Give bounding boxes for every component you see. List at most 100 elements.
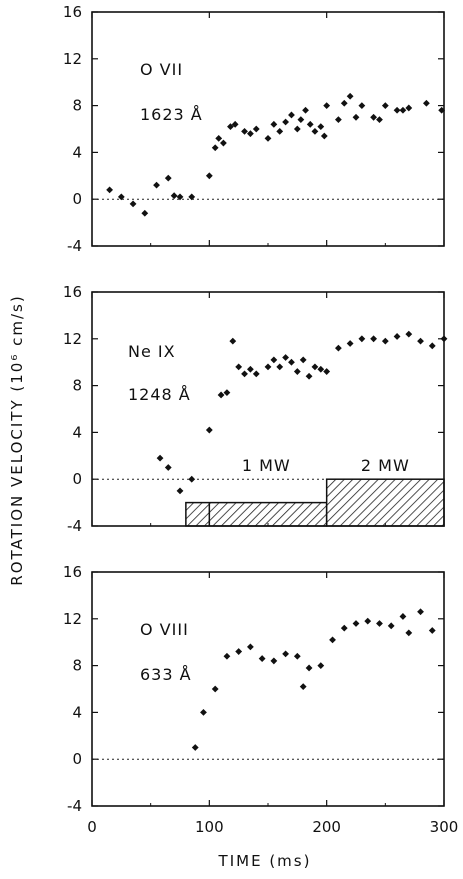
data-point [346, 340, 354, 347]
data-point [241, 127, 248, 135]
data-point [264, 134, 272, 142]
chart-panels: 16 12 8 4 0 -4 O VII 1623 Å 1 MW 2 MW 16 12 8 4 0 -4 Ne … [63, 3, 458, 836]
y-tick-label: 8 [72, 97, 82, 115]
data-point [288, 358, 295, 366]
data-point [293, 125, 301, 133]
y-axis-title: ROTATION VELOCITY (10⁶ cm/s) [8, 294, 26, 585]
data-point [299, 683, 307, 691]
y-tick-label: 8 [72, 377, 82, 395]
y-tick-label: 12 [63, 330, 82, 348]
x-tick-label: 200 [312, 818, 341, 836]
data-point [317, 123, 325, 131]
wavelength-label: 1248 Å [128, 385, 191, 404]
data-point [247, 643, 254, 651]
data-point [335, 116, 342, 124]
data-point [393, 106, 401, 114]
data-point [176, 487, 184, 495]
ion-label: Ne IX [128, 342, 176, 361]
data-point [305, 372, 313, 380]
heating-label-2: 2 MW [361, 456, 410, 475]
y-tick-label: -4 [67, 517, 82, 535]
data-point [264, 363, 272, 371]
data-point [235, 648, 243, 655]
x-tick-label: 0 [87, 818, 97, 836]
y-tick-label: 4 [72, 703, 82, 721]
data-point [329, 636, 336, 644]
panel-frame [91, 571, 445, 807]
data-point [417, 337, 424, 345]
data-point [306, 120, 314, 128]
data-point [217, 391, 225, 399]
x-tick-label: 300 [430, 818, 459, 836]
data-point [191, 744, 199, 751]
data-point [405, 104, 413, 112]
data-point [141, 209, 149, 217]
data-point [440, 335, 448, 343]
data-point [129, 200, 137, 208]
data-point [282, 118, 289, 126]
data-point [405, 330, 413, 338]
data-point [211, 685, 219, 693]
data-point [223, 389, 231, 397]
data-point [153, 181, 160, 189]
data-point [176, 193, 184, 201]
data-point [428, 342, 436, 350]
data-point [335, 344, 342, 352]
data-point [370, 335, 377, 343]
data-point [270, 356, 278, 364]
y-tick-label: 0 [72, 470, 82, 488]
data-point [282, 650, 289, 658]
y-tick-label: -4 [67, 237, 82, 255]
data-point [229, 337, 237, 345]
panel-3: 16 12 8 4 0 -4 0 100 200 300 O VIII 633 Å [63, 563, 458, 836]
data-point [270, 120, 278, 128]
data-point [164, 464, 172, 471]
panel-2: 1 MW 2 MW 16 12 8 4 0 -4 Ne IX 1248 Å [63, 283, 448, 535]
data-point [340, 624, 348, 632]
heating-bar-1 [185, 501, 328, 527]
y-tick-label: 16 [63, 283, 82, 301]
data-point [376, 116, 383, 124]
data-point [156, 454, 164, 462]
data-point [376, 620, 383, 627]
data-point [364, 617, 372, 625]
data-point [311, 363, 319, 371]
data-point [305, 664, 313, 672]
data-point [317, 365, 325, 373]
data-point [323, 368, 331, 375]
data-point [302, 106, 309, 114]
data-point [405, 629, 413, 637]
data-point [381, 102, 389, 109]
data-point [358, 102, 366, 109]
data-point [387, 622, 395, 630]
data-point [117, 193, 125, 201]
data-point [247, 365, 254, 373]
data-point [276, 363, 284, 371]
data-point [352, 113, 360, 121]
y-tick-label: 8 [72, 657, 82, 675]
data-point [205, 426, 213, 434]
data-point [340, 99, 348, 107]
data-point [346, 92, 354, 100]
data-point [252, 370, 260, 378]
data-point [320, 132, 328, 140]
ion-label: O VIII [140, 620, 189, 639]
data-point [200, 709, 207, 716]
data-point [297, 116, 305, 124]
data-point [381, 337, 389, 345]
heating-label-1: 1 MW [242, 456, 291, 475]
data-point [270, 657, 278, 665]
data-point [247, 130, 254, 138]
data-point [311, 127, 319, 135]
panel-1: 16 12 8 4 0 -4 O VII 1623 Å [63, 3, 446, 255]
data-point [223, 652, 231, 660]
data-point [299, 356, 307, 364]
data-point [423, 99, 430, 107]
data-point [170, 192, 178, 200]
y-tick-label: 4 [72, 143, 82, 161]
data-point [293, 368, 301, 375]
y-tick-label: 12 [63, 50, 82, 68]
data-point [323, 102, 331, 109]
data-point [164, 174, 172, 182]
